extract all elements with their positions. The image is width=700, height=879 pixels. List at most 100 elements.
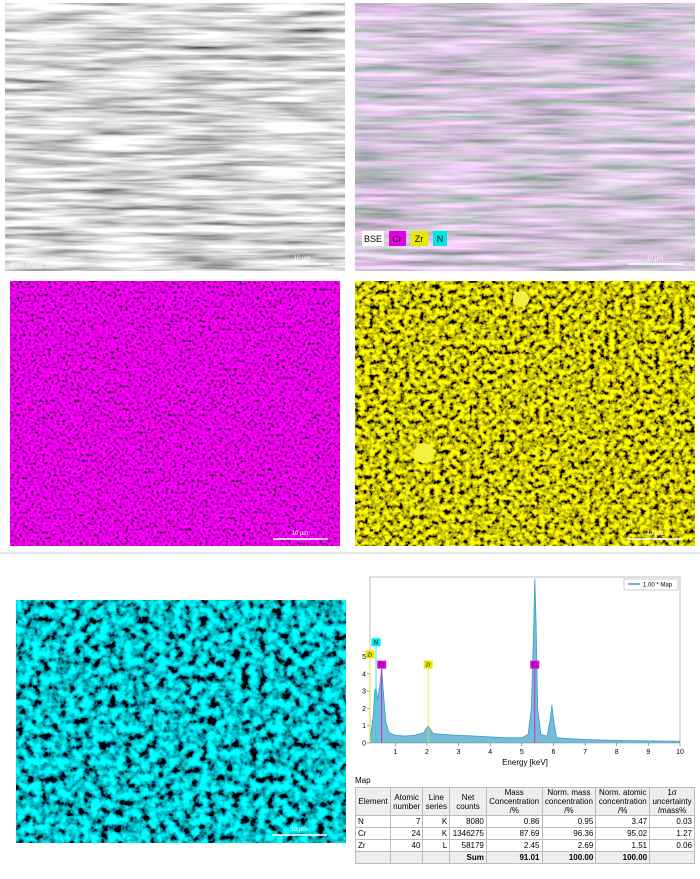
y-tick-label: 3	[362, 689, 366, 696]
y-tick-label: 2	[362, 706, 366, 713]
x-tick-label: 5	[520, 749, 524, 756]
particle	[513, 291, 529, 307]
table-cell	[355, 851, 391, 864]
peak-tag	[530, 660, 540, 669]
table-title: Map	[355, 776, 371, 785]
table-cell: K	[422, 815, 451, 828]
legend-label: BSE	[364, 234, 382, 244]
table-cell: Zr	[355, 839, 391, 852]
map-label: Zr	[357, 512, 367, 523]
x-tick-label: 6	[552, 749, 556, 756]
peak-label: Cr	[379, 663, 385, 669]
table-cell: Norm. atomic concentration /%	[595, 787, 651, 816]
peak-label: Zr	[367, 652, 372, 658]
table-cell: 1σ uncertainty /mass%	[649, 787, 695, 816]
table-cell: 1.51	[595, 839, 651, 852]
peak-tag	[377, 660, 387, 669]
table-cell: 7	[389, 815, 424, 828]
table: Element Atomic number Line series Net count…	[355, 787, 695, 864]
zr-map	[355, 281, 695, 546]
table-cell: Sum	[449, 851, 487, 864]
legend-label: Cr	[392, 234, 402, 244]
legend-box	[623, 578, 679, 591]
table-cell: 96.36	[541, 827, 597, 840]
table-row: Element Atomic number Line series Net count…	[355, 787, 695, 816]
cr-map	[10, 281, 340, 546]
legend-chip	[389, 231, 406, 246]
table-cell: 24	[389, 827, 424, 840]
y-tick-label: 0	[362, 741, 366, 748]
table-cell: 87.69	[485, 827, 543, 840]
table-cell: 100.00	[595, 851, 651, 864]
table-cell: Net counts	[449, 787, 487, 816]
x-tick-label: 8	[615, 749, 619, 756]
peak-label: Zr	[426, 663, 431, 669]
x-tick-label: 1	[393, 749, 397, 756]
legend-label: 1.00 * Map	[643, 583, 673, 589]
overlay-image	[355, 3, 695, 271]
table-cell: 0.03	[649, 815, 695, 828]
legend-chip	[433, 231, 447, 246]
scale-label: 10 µm	[294, 256, 311, 262]
legend-chip	[411, 231, 428, 246]
table-cell: 2.69	[541, 839, 597, 852]
table-cell	[422, 851, 451, 864]
scale-label: 10 µm	[647, 256, 664, 262]
y-tick-label: 5	[362, 654, 366, 661]
x-tick-label: 7	[583, 749, 587, 756]
spectrum: Energy [keV] 1 2 3 4 5 6 7 8 9 10 0 1 2 3 4 5 1.00 * Map…	[362, 576, 684, 767]
scale-label: 10 µm	[647, 531, 664, 537]
particle	[414, 443, 434, 463]
table-row: Sum 91.01 100.00 100.00	[355, 851, 695, 864]
table-cell: 40	[389, 839, 424, 852]
table-cell: 0.95	[541, 815, 597, 828]
table-cell: Line series	[422, 787, 451, 816]
table-cell: 1346275	[449, 827, 487, 840]
legend-chip	[362, 231, 384, 246]
table-cell: Cr	[355, 827, 391, 840]
legend-label: Zr	[415, 234, 424, 244]
table-row: Zr 40 L 58179 2.45 2.69 1.51 0.06	[355, 839, 695, 852]
table-cell: 100.00	[541, 851, 597, 864]
table-cell: L	[422, 839, 451, 852]
peak-tag	[365, 650, 375, 659]
peak-tag	[371, 638, 381, 647]
table-cell: 8080	[449, 815, 487, 828]
table-row: Cr 24 K 1346275 87.69 96.36 95.02 1.27	[355, 827, 695, 840]
table-cell: 0.06	[649, 839, 695, 852]
scale-label: 10 µm	[292, 531, 309, 537]
table-cell: Mass Concentration /%	[485, 787, 543, 816]
table-cell: 58179	[449, 839, 487, 852]
peak-label: Cr	[532, 663, 538, 669]
x-tick-label: 10	[676, 749, 684, 756]
peak-tag	[423, 660, 433, 669]
spectrum-line	[369, 578, 681, 742]
plot-area	[369, 576, 681, 744]
y-tick-label: 1	[362, 723, 366, 730]
table-cell: Element	[355, 787, 391, 816]
table-cell	[389, 851, 424, 864]
table-cell: 2.45	[485, 839, 543, 852]
x-tick-label: 2	[425, 749, 429, 756]
image-label: BSE MAG: 1000x	[10, 262, 65, 269]
table-cell: 91.01	[485, 851, 543, 864]
x-axis-label: Energy [keV]	[502, 758, 548, 767]
table-cell: N	[355, 815, 391, 828]
results-table: Map Element Atomic number Line series Net c…	[355, 776, 695, 864]
table-cell: 3.47	[595, 815, 651, 828]
map-label: N	[17, 808, 24, 818]
y-tick-label: 4	[362, 671, 366, 678]
table-cell: 1.27	[649, 827, 695, 840]
x-tick-label: 9	[646, 749, 650, 756]
peak-label: N	[374, 640, 378, 646]
table-cell	[649, 851, 695, 864]
table-cell: Norm. mass concentration /%	[541, 787, 597, 816]
legend-label: N	[437, 234, 444, 244]
overlay-legend: BSE Cr Zr N	[362, 231, 447, 246]
table-cell: 0.86	[485, 815, 543, 828]
x-tick-label: 4	[488, 749, 492, 756]
table-cell: Atomic number	[389, 787, 424, 816]
table-cell: 95.02	[595, 827, 651, 840]
